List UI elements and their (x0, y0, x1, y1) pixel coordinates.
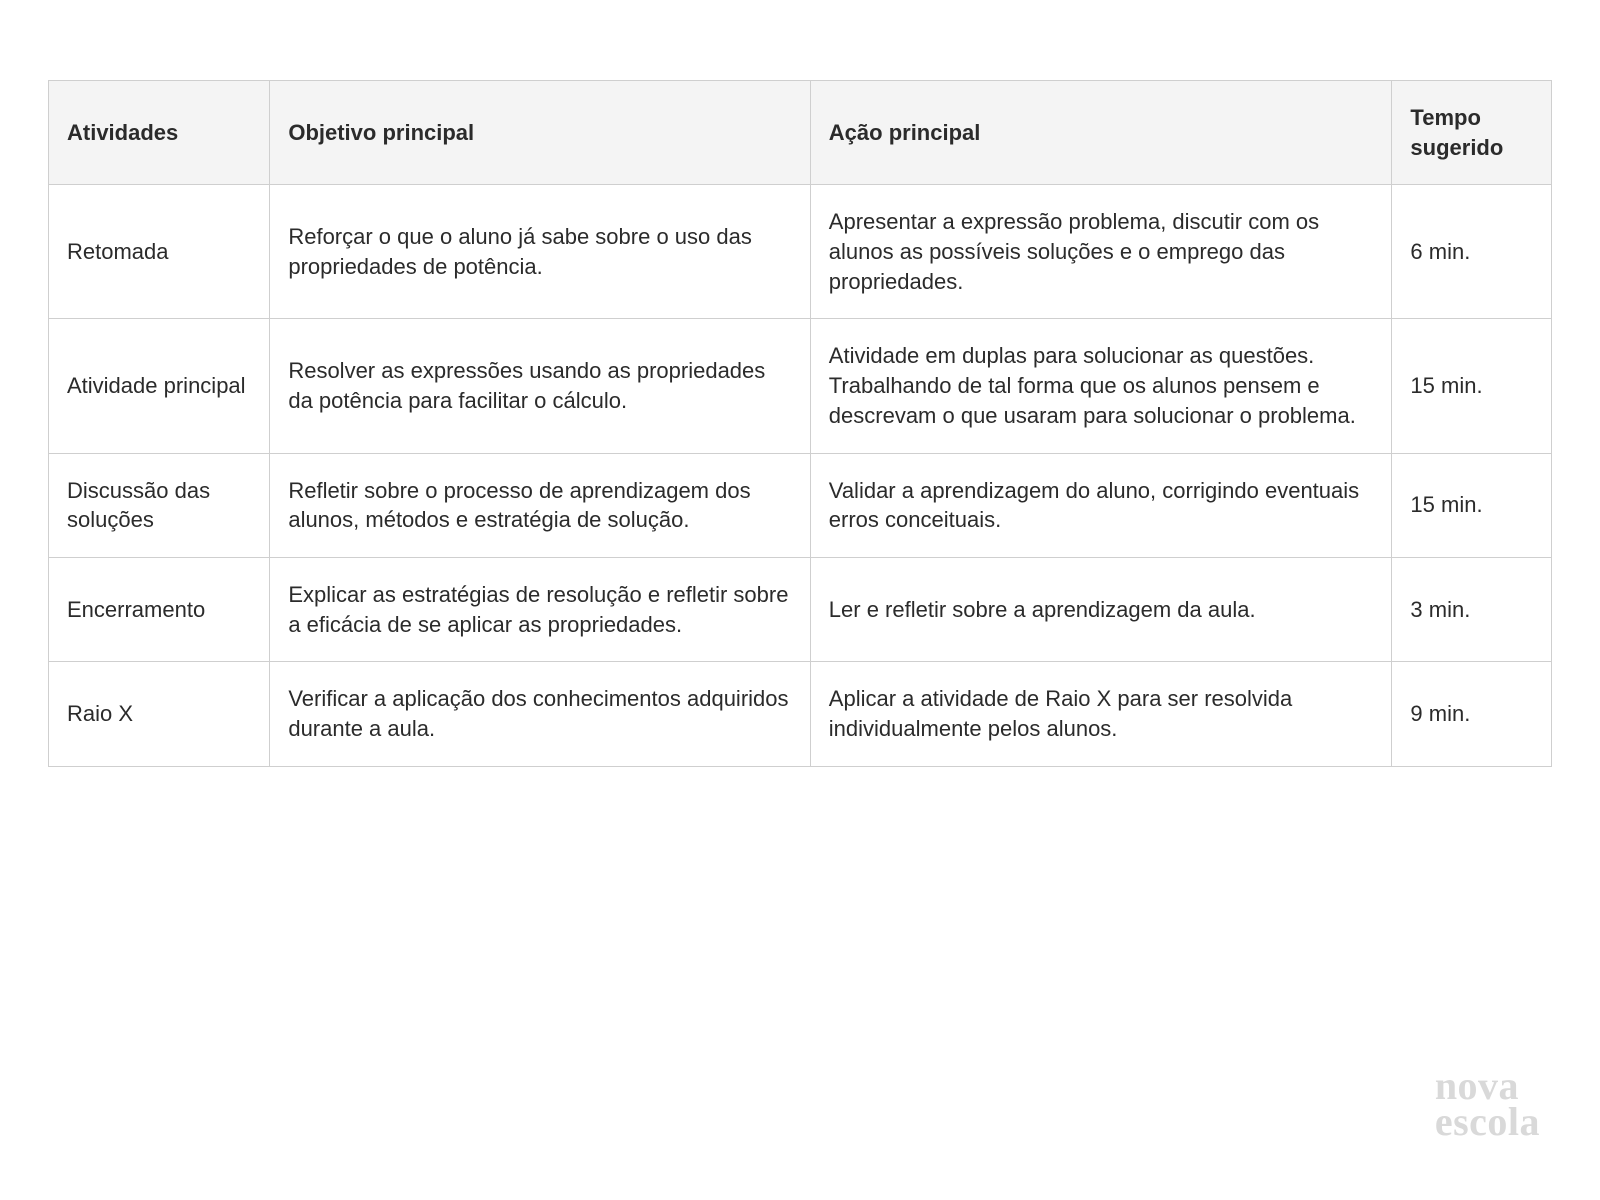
col-header-activity: Atividades (49, 81, 270, 185)
table-row: EncerramentoExplicar as estratégias de r… (49, 557, 1552, 661)
table-row: Atividade principalResolver as expressõe… (49, 319, 1552, 453)
page-container: Atividades Objetivo principal Ação princ… (0, 0, 1600, 1200)
cell-objective: Resolver as expressões usando as proprie… (270, 319, 810, 453)
table-row: RetomadaReforçar o que o aluno já sabe s… (49, 185, 1552, 319)
cell-time: 6 min. (1392, 185, 1552, 319)
table-header-row: Atividades Objetivo principal Ação princ… (49, 81, 1552, 185)
table-body: RetomadaReforçar o que o aluno já sabe s… (49, 185, 1552, 766)
cell-activity: Atividade principal (49, 319, 270, 453)
col-header-action: Ação principal (810, 81, 1392, 185)
cell-activity: Encerramento (49, 557, 270, 661)
logo-line-2: escola (1435, 1104, 1540, 1140)
cell-time: 9 min. (1392, 662, 1552, 766)
cell-objective: Explicar as estratégias de resolução e r… (270, 557, 810, 661)
table-header: Atividades Objetivo principal Ação princ… (49, 81, 1552, 185)
cell-activity: Retomada (49, 185, 270, 319)
nova-escola-logo: nova escola (1435, 1068, 1540, 1140)
cell-time: 3 min. (1392, 557, 1552, 661)
cell-objective: Verificar a aplicação dos conhecimentos … (270, 662, 810, 766)
cell-action: Atividade em duplas para solucionar as q… (810, 319, 1392, 453)
cell-objective: Refletir sobre o processo de aprendizage… (270, 453, 810, 557)
cell-time: 15 min. (1392, 453, 1552, 557)
cell-activity: Discussão das soluções (49, 453, 270, 557)
cell-action: Apresentar a expressão problema, discuti… (810, 185, 1392, 319)
cell-action: Validar a aprendizagem do aluno, corrigi… (810, 453, 1392, 557)
cell-activity: Raio X (49, 662, 270, 766)
col-header-objective: Objetivo principal (270, 81, 810, 185)
table-row: Raio XVerificar a aplicação dos conhecim… (49, 662, 1552, 766)
cell-time: 15 min. (1392, 319, 1552, 453)
lesson-plan-table: Atividades Objetivo principal Ação princ… (48, 80, 1552, 767)
cell-action: Ler e refletir sobre a aprendizagem da a… (810, 557, 1392, 661)
table-row: Discussão das soluçõesRefletir sobre o p… (49, 453, 1552, 557)
cell-action: Aplicar a atividade de Raio X para ser r… (810, 662, 1392, 766)
cell-objective: Reforçar o que o aluno já sabe sobre o u… (270, 185, 810, 319)
col-header-time: Tempo sugerido (1392, 81, 1552, 185)
